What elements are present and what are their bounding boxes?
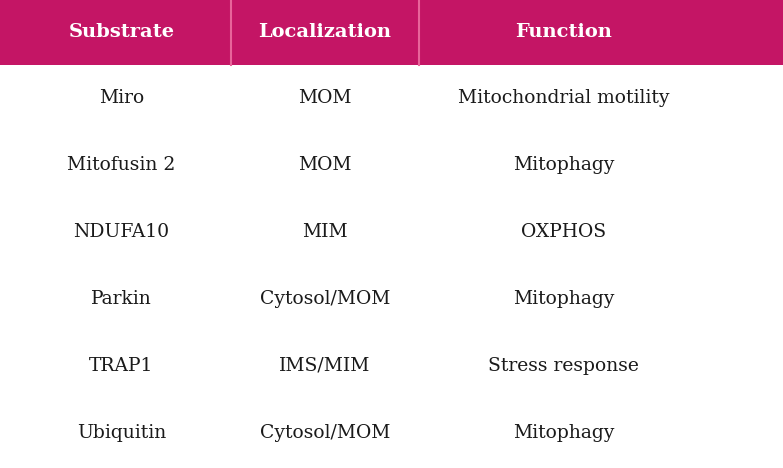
Text: Function: Function [515,23,612,41]
Text: Mitophagy: Mitophagy [513,424,615,442]
Text: OXPHOS: OXPHOS [521,223,606,241]
Text: Localization: Localization [258,23,392,41]
Text: NDUFA10: NDUFA10 [74,223,169,241]
Bar [0,65,783,466]
Text: Miro: Miro [99,89,144,107]
Bar [0,0,783,65]
Text: Mitochondrial motility: Mitochondrial motility [458,89,669,107]
Text: Mitofusin 2: Mitofusin 2 [67,156,175,174]
Text: Substrate: Substrate [68,23,175,41]
Text: MOM: MOM [298,89,352,107]
Text: TRAP1: TRAP1 [89,357,153,375]
Text: Mitophagy: Mitophagy [513,156,615,174]
Text: Cytosol/MOM: Cytosol/MOM [260,290,390,308]
Text: Stress response: Stress response [489,357,639,375]
Text: IMS/MIM: IMS/MIM [280,357,370,375]
Text: MIM: MIM [302,223,348,241]
Text: Ubiquitin: Ubiquitin [77,424,166,442]
Text: Parkin: Parkin [91,290,152,308]
Text: Mitophagy: Mitophagy [513,290,615,308]
Text: MOM: MOM [298,156,352,174]
Text: Cytosol/MOM: Cytosol/MOM [260,424,390,442]
